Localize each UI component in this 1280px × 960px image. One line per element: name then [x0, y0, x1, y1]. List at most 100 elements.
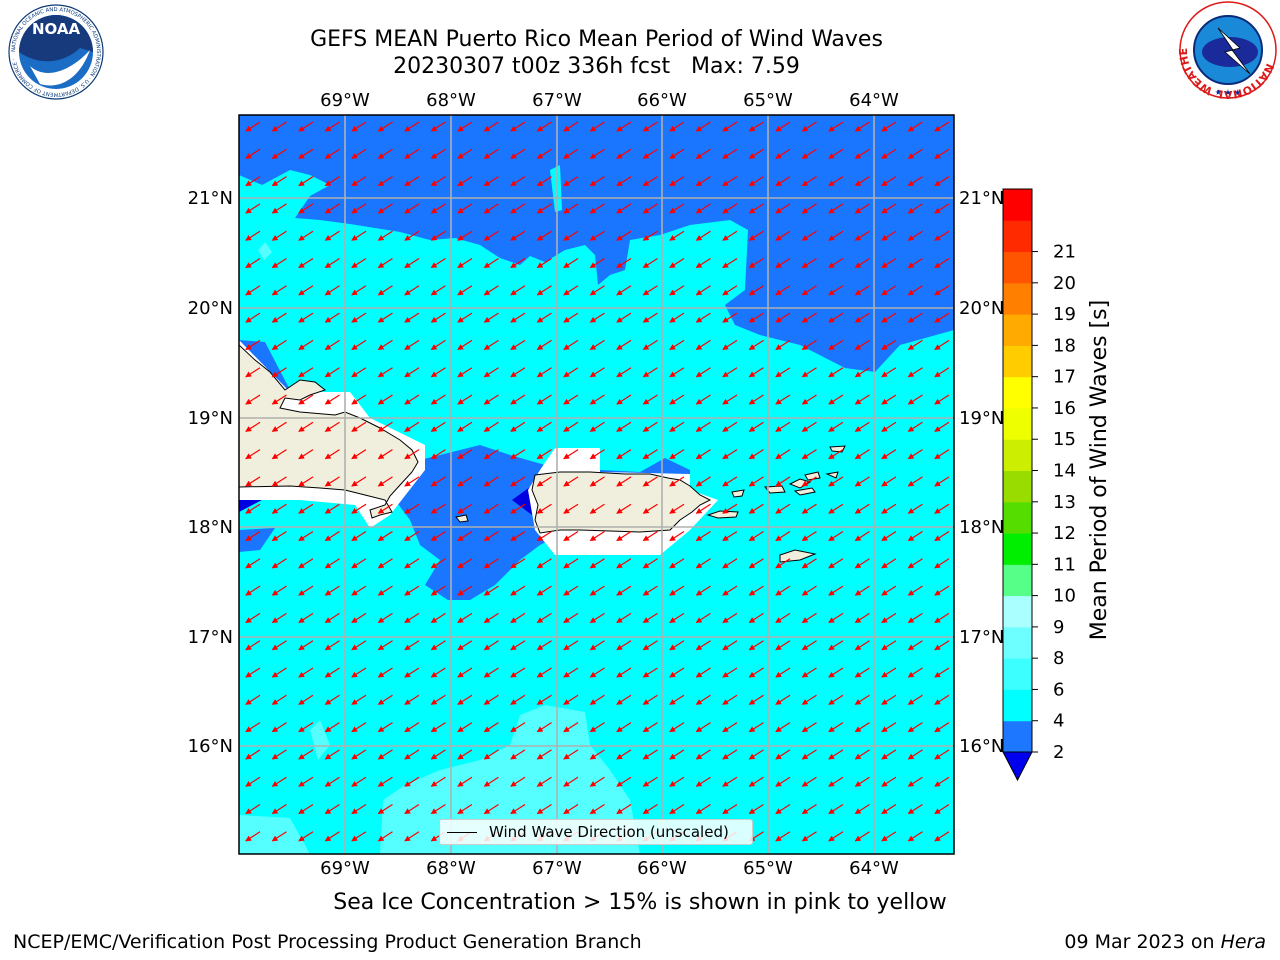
wind-arrow [351, 121, 367, 132]
wind-arrow [722, 612, 738, 623]
colorbar: 2 4 6 8 9 10 11 12 13 14 15 16 17 18 19 20 21 [1002, 188, 1076, 782]
wind-arrow [589, 476, 605, 487]
legend-label: Wind Wave Direction (unscaled) [489, 823, 729, 841]
wind-arrow [854, 121, 870, 132]
wind-arrow [775, 667, 791, 678]
wind-arrow [298, 776, 314, 787]
wind-arrow [351, 612, 367, 623]
wind-arrow [669, 667, 685, 678]
wind-arrow [881, 585, 897, 596]
wind-arrow [563, 339, 579, 350]
wind-arrow [616, 667, 632, 678]
wind-arrow [404, 585, 420, 596]
lat-tick-left: 16°N [188, 736, 233, 757]
wind-arrow [483, 148, 499, 159]
wind-arrow [775, 831, 791, 842]
wind-arrow [536, 667, 552, 678]
wind-arrow [934, 558, 950, 569]
wind-arrow [245, 612, 261, 623]
wind-arrow [642, 449, 658, 460]
wind-arrow [881, 176, 897, 187]
wind-arrow [404, 285, 420, 296]
wind-arrow [245, 203, 261, 214]
wind-arrow [748, 312, 764, 323]
gridlines [239, 115, 954, 854]
wind-arrow [457, 394, 473, 405]
wind-arrow [430, 367, 446, 378]
wind-arrow [457, 640, 473, 651]
wind-arrow [245, 394, 261, 405]
wind-arrow [881, 530, 897, 542]
wind-arrow [881, 257, 897, 269]
wind-arrow [245, 530, 261, 542]
wind-arrow [298, 558, 314, 569]
wind-arrow [483, 121, 499, 132]
wind-arrow [271, 449, 287, 460]
wind-arrow [483, 585, 499, 596]
wind-arrow [589, 530, 605, 542]
wind-arrow [722, 803, 738, 815]
colorbar-segment [1003, 720, 1032, 753]
wind-arrow [907, 558, 923, 569]
wind-arrow [854, 421, 870, 432]
wind-arrow [722, 148, 738, 159]
wind-arrow [854, 640, 870, 651]
wind-arrow [881, 449, 897, 460]
wind-arrow [669, 367, 685, 378]
wind-arrow [536, 476, 552, 487]
wind-arrow [828, 749, 844, 760]
wind-arrow [828, 667, 844, 678]
wind-arrow [271, 776, 287, 787]
wind-arrow [271, 585, 287, 596]
wind-arrow [271, 640, 287, 651]
wind-arrow [351, 312, 367, 323]
wind-arrow [457, 585, 473, 596]
wind-arrow [563, 449, 579, 460]
wind-arrow [934, 803, 950, 815]
wind-arrow [536, 530, 552, 542]
colorbar-tick-label: 14 [1053, 461, 1076, 482]
wind-arrow [722, 312, 738, 323]
wind-arrow [695, 476, 711, 487]
wind-arrow [563, 176, 579, 187]
wind-arrow [377, 776, 393, 787]
wind-arrow [483, 749, 499, 760]
wind-arrow [271, 803, 287, 815]
wind-arrow [536, 694, 552, 705]
wind-arrow [404, 558, 420, 569]
wind-arrow [616, 148, 632, 159]
wind-arrow [510, 558, 526, 569]
wind-arrow [510, 503, 526, 514]
wind-arrow [536, 585, 552, 596]
wind-arrow [775, 121, 791, 132]
wind-arrow [775, 558, 791, 569]
wind-arrow [377, 312, 393, 323]
wind-arrow [377, 449, 393, 460]
wind-arrow [430, 585, 446, 596]
wind-arrow [854, 312, 870, 323]
wind-arrow [854, 667, 870, 678]
wind-arrow [510, 203, 526, 214]
wind-arrow [881, 121, 897, 132]
wind-arrow [907, 257, 923, 269]
wind-arrow [828, 176, 844, 187]
wind-arrow [801, 121, 817, 132]
wind-arrow [457, 530, 473, 542]
wind-arrow [881, 694, 897, 705]
wind-arrow [377, 176, 393, 187]
wind-arrow [377, 612, 393, 623]
wind-arrow [510, 585, 526, 596]
map-frame [238, 114, 955, 855]
wind-arrow [536, 503, 552, 514]
wind-arrow [563, 394, 579, 405]
wind-arrow [589, 694, 605, 705]
wind-arrow [404, 367, 420, 378]
wind-arrow [801, 776, 817, 787]
wind-arrow [616, 449, 632, 460]
wind-arrow [616, 530, 632, 542]
wind-arrow [483, 722, 499, 733]
wind-arrow [722, 640, 738, 651]
colorbar-tick-label: 19 [1053, 304, 1076, 325]
wind-arrow [801, 339, 817, 350]
wind-arrow [616, 803, 632, 815]
